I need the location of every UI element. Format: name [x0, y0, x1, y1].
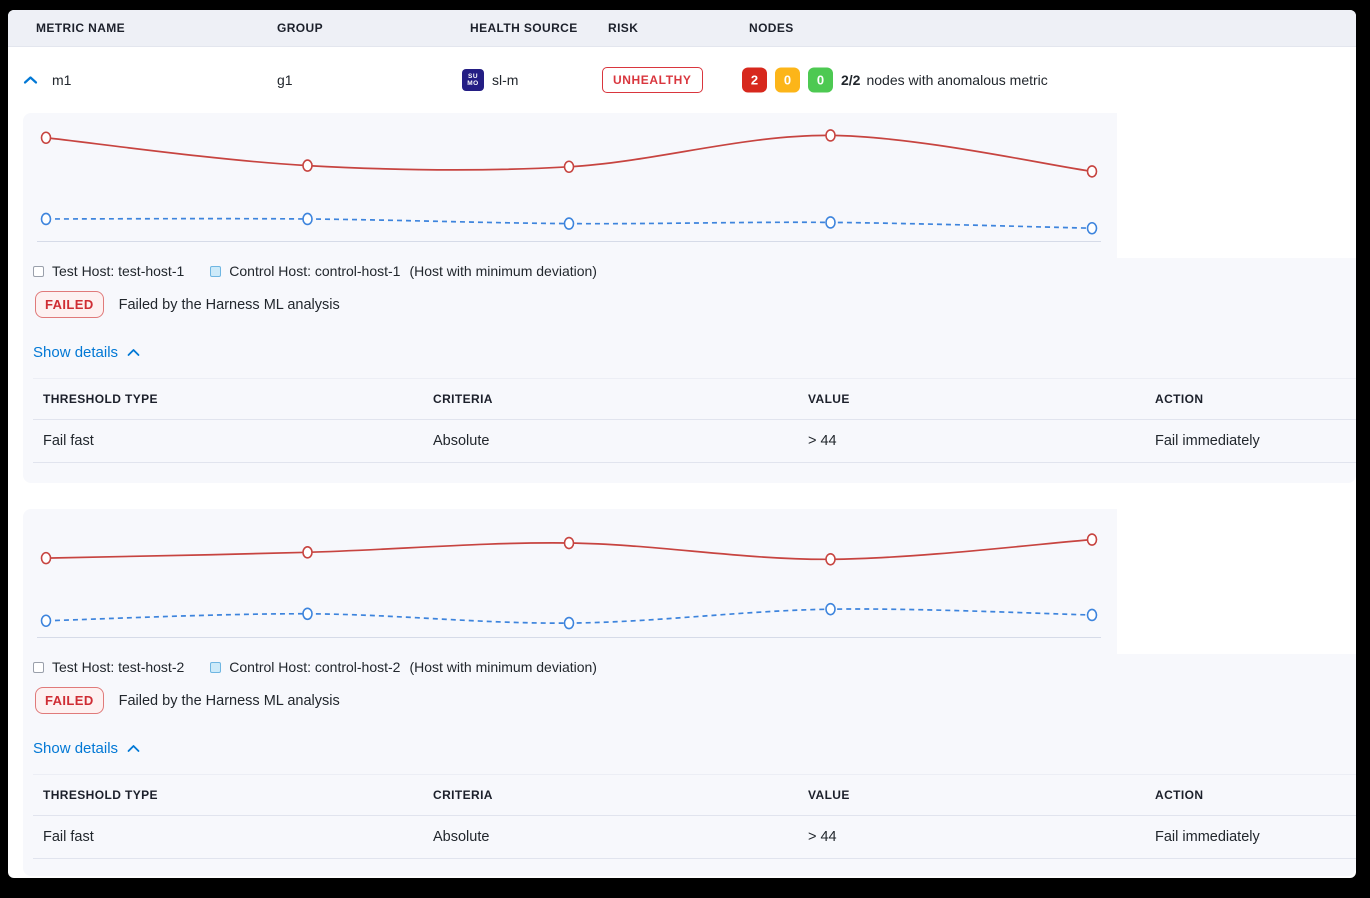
- metrics-table-header: METRIC NAME GROUP HEALTH SOURCE RISK NOD…: [8, 10, 1356, 47]
- control-host-label-2: Control Host: control-host-2: [229, 659, 401, 675]
- th-criteria: CRITERIA: [433, 392, 493, 406]
- sumologic-icon: SU MO: [462, 69, 484, 91]
- line-chart-2[interactable]: [23, 509, 1117, 654]
- cell-criteria: Absolute: [433, 433, 490, 449]
- sumologic-icon-text-top: SU: [467, 73, 479, 80]
- cell-threshold-type: Fail fast: [43, 829, 94, 845]
- nodes-warning-count-badge: 0: [775, 67, 800, 93]
- th-threshold-type: THRESHOLD TYPE: [43, 392, 158, 406]
- th-value: VALUE: [808, 392, 850, 406]
- legend-control-host-2[interactable]: Control Host: control-host-2: [210, 659, 400, 675]
- cell-value: > 44: [808, 433, 837, 449]
- chart-empty-area-1: [1117, 113, 1356, 258]
- column-header-health-source: HEALTH SOURCE: [470, 21, 578, 35]
- cell-action: Fail immediately: [1155, 433, 1260, 449]
- th-threshold-type: THRESHOLD TYPE: [43, 788, 158, 802]
- threshold-table-header-1: THRESHOLD TYPE CRITERIA VALUE ACTION: [33, 378, 1356, 420]
- column-header-nodes: NODES: [749, 21, 794, 35]
- show-details-label-1: Show details: [33, 344, 119, 361]
- metric-name-value: m1: [52, 72, 72, 88]
- metric-row[interactable]: m1 g1 SU MO sl-m UNHEALTHY 2 0 0 2/2 node…: [8, 47, 1356, 113]
- threshold-table-header-2: THRESHOLD TYPE CRITERIA VALUE ACTION: [33, 774, 1356, 816]
- test-host-checkbox-2[interactable]: [33, 661, 44, 673]
- chevron-up-icon: [23, 76, 38, 84]
- cell-value: > 44: [808, 829, 837, 845]
- column-header-risk: RISK: [608, 21, 639, 35]
- threshold-table-1: THRESHOLD TYPE CRITERIA VALUE ACTION Fai…: [33, 378, 1356, 463]
- host-analysis-card-1: Test Host: test-host-1 Control Host: con…: [23, 113, 1356, 483]
- cell-threshold-type: Fail fast: [43, 433, 94, 449]
- nodes-healthy-count-badge: 0: [808, 67, 833, 93]
- chart-legend-2: Test Host: test-host-2 Control Host: con…: [33, 657, 1356, 677]
- control-host-checkbox-2[interactable]: [210, 661, 222, 673]
- chevron-up-icon: [127, 745, 140, 752]
- minimum-deviation-note-1: (Host with minimum deviation): [409, 263, 597, 279]
- risk-status-badge: UNHEALTHY: [602, 67, 703, 93]
- show-details-label-2: Show details: [33, 740, 119, 757]
- line-chart-1[interactable]: [23, 113, 1117, 258]
- nodes-summary-ratio: 2/2: [841, 72, 861, 88]
- minimum-deviation-note-2: (Host with minimum deviation): [409, 659, 597, 675]
- control-host-checkbox-1[interactable]: [210, 265, 222, 277]
- metric-timeseries-chart-2[interactable]: [23, 509, 1356, 654]
- failed-status-text-2: Failed by the Harness ML analysis: [118, 692, 340, 709]
- metric-timeseries-chart-1[interactable]: [23, 113, 1356, 258]
- failed-status-text-1: Failed by the Harness ML analysis: [118, 296, 340, 313]
- host-analysis-card-2: Test Host: test-host-2 Control Host: con…: [23, 509, 1356, 876]
- threshold-table-2: THRESHOLD TYPE CRITERIA VALUE ACTION Fai…: [33, 774, 1356, 859]
- cell-criteria: Absolute: [433, 829, 490, 845]
- legend-test-host-2[interactable]: Test Host: test-host-2: [33, 659, 184, 675]
- chevron-up-icon: [127, 349, 140, 356]
- show-details-link-2[interactable]: Show details: [33, 740, 140, 757]
- nodes-unhealthy-count-badge: 2: [742, 67, 767, 93]
- chart-empty-area-2: [1117, 509, 1356, 654]
- column-header-metric-name: METRIC NAME: [36, 21, 126, 35]
- cell-action: Fail immediately: [1155, 829, 1260, 845]
- control-host-label-1: Control Host: control-host-1: [229, 263, 401, 279]
- failed-status-badge-1: FAILED: [35, 291, 104, 318]
- th-value: VALUE: [808, 788, 850, 802]
- th-action: ACTION: [1155, 788, 1204, 802]
- legend-test-host-1[interactable]: Test Host: test-host-1: [33, 263, 184, 279]
- sumologic-icon-text-bottom: MO: [467, 80, 479, 87]
- group-value: g1: [277, 72, 293, 88]
- analysis-status-row-1: FAILED Failed by the Harness ML analysis: [35, 291, 1356, 318]
- test-host-checkbox-1[interactable]: [33, 265, 44, 277]
- failed-status-badge-2: FAILED: [35, 687, 104, 714]
- show-details-link-1[interactable]: Show details: [33, 344, 140, 361]
- table-row: Fail fast Absolute > 44 Fail immediately: [33, 420, 1356, 463]
- nodes-summary: 2/2 nodes with anomalous metric: [841, 72, 1048, 88]
- column-header-group: GROUP: [277, 21, 324, 35]
- chart-legend-1: Test Host: test-host-1 Control Host: con…: [33, 261, 1356, 281]
- analysis-status-row-2: FAILED Failed by the Harness ML analysis: [35, 687, 1356, 714]
- table-row: Fail fast Absolute > 44 Fail immediately: [33, 816, 1356, 859]
- th-action: ACTION: [1155, 392, 1204, 406]
- health-source-value: sl-m: [492, 72, 519, 88]
- nodes-summary-text: nodes with anomalous metric: [866, 72, 1048, 88]
- verification-metrics-panel: METRIC NAME GROUP HEALTH SOURCE RISK NOD…: [8, 10, 1356, 878]
- legend-control-host-1[interactable]: Control Host: control-host-1: [210, 263, 400, 279]
- th-criteria: CRITERIA: [433, 788, 493, 802]
- collapse-row-button[interactable]: [23, 75, 38, 85]
- test-host-label-1: Test Host: test-host-1: [52, 263, 185, 279]
- test-host-label-2: Test Host: test-host-2: [52, 659, 185, 675]
